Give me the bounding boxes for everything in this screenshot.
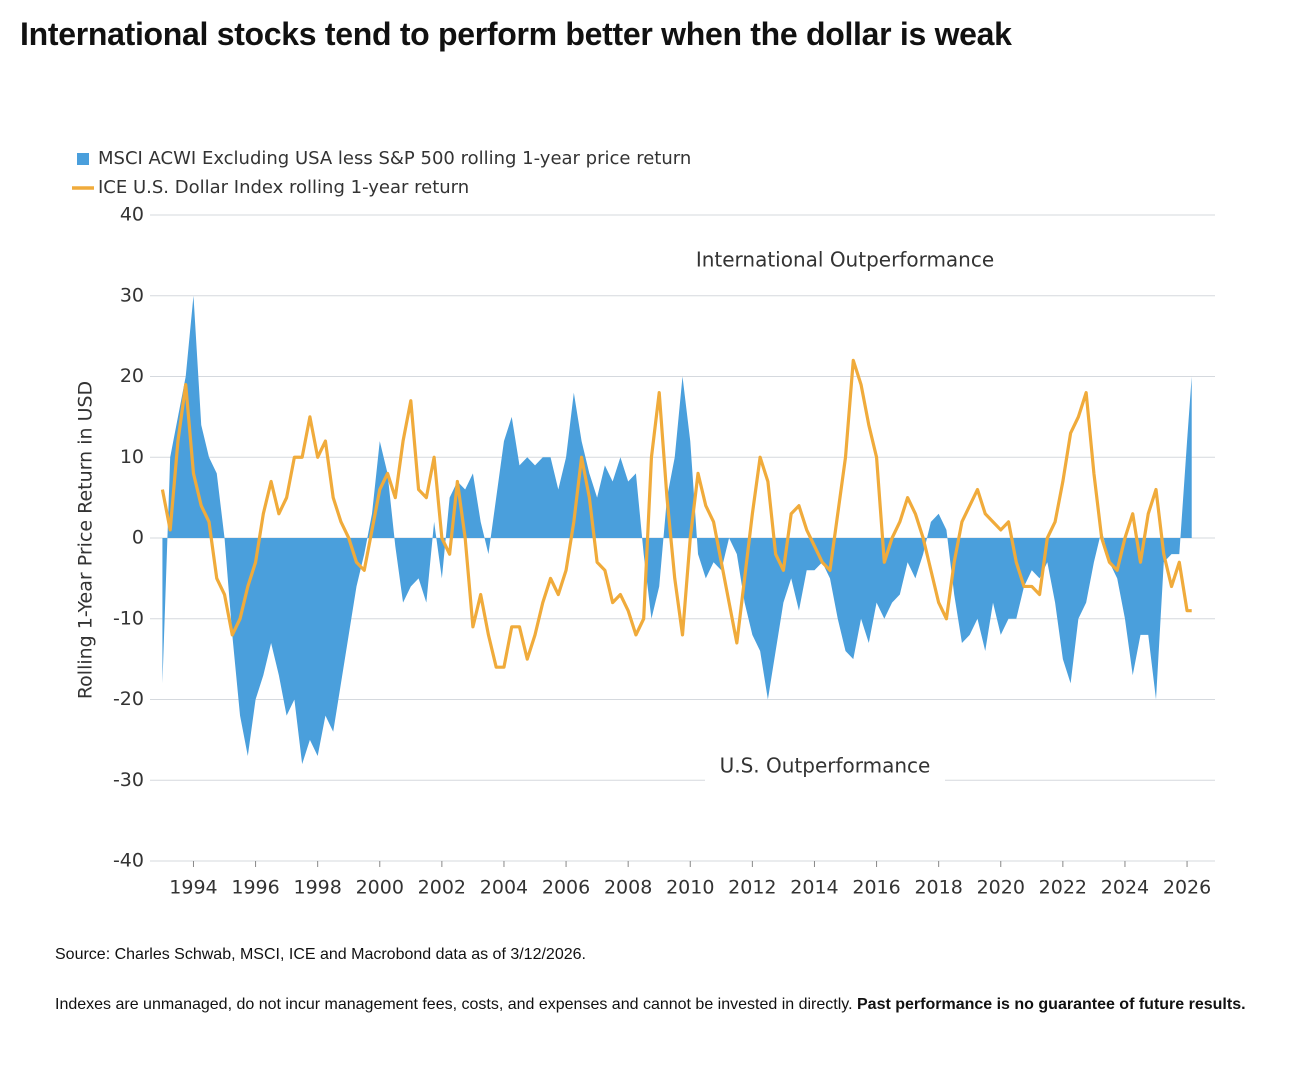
disclaimer-bold: Past performance is no guarantee of futu…: [857, 996, 1246, 1013]
y-axis-label: Rolling 1-Year Price Return in USD: [75, 381, 97, 699]
x-tick-label: 2016: [852, 877, 900, 899]
y-tick-label: -10: [113, 607, 144, 629]
x-tick-label: 2006: [542, 877, 590, 899]
y-tick-label: 0: [132, 527, 144, 549]
annotation: International Outperformance: [696, 248, 994, 272]
y-tick-label: 10: [120, 446, 144, 468]
legend-swatch: [77, 153, 89, 165]
x-tick-label: 2018: [914, 877, 962, 899]
x-tick-label: 1994: [169, 877, 217, 899]
x-tick-label: 2000: [356, 877, 404, 899]
y-tick-label: -20: [113, 688, 144, 710]
source-note: Source: Charles Schwab, MSCI, ICE and Ma…: [55, 946, 586, 963]
x-tick-label: 1996: [231, 877, 279, 899]
y-tick-label: 30: [120, 284, 144, 306]
x-tick-label: 2022: [1039, 877, 1087, 899]
x-tick-label: 2014: [790, 877, 838, 899]
x-tick-label: 2004: [480, 877, 528, 899]
x-tick-label: 2012: [728, 877, 776, 899]
y-tick-label: -40: [113, 850, 144, 872]
page-title: International stocks tend to perform bet…: [20, 16, 1012, 52]
area-series: [162, 295, 1192, 765]
annotation-bg: [705, 751, 945, 783]
x-tick-label: 2008: [604, 877, 652, 899]
x-tick-label: 2020: [977, 877, 1025, 899]
x-tick-label: 1998: [293, 877, 341, 899]
legend-label: ICE U.S. Dollar Index rolling 1-year ret…: [98, 177, 469, 198]
y-tick-label: 20: [120, 365, 144, 387]
x-tick-label: 2010: [666, 877, 714, 899]
x-tick-label: 2024: [1101, 877, 1149, 899]
disclaimer-text: Indexes are unmanaged, do not incur mana…: [55, 996, 853, 1013]
disclaimer: Indexes are unmanaged, do not incur mana…: [55, 992, 1255, 1017]
y-tick-label: -30: [113, 769, 144, 791]
y-tick-label: 40: [120, 204, 144, 226]
annotation: U.S. Outperformance: [720, 754, 931, 778]
x-tick-label: 2002: [418, 877, 466, 899]
chart: -40 -30 -20 -10 0 10 20 30 40 1994 1996 1998 2000 200…: [72, 148, 1215, 899]
line-series: [160, 358, 1192, 669]
x-tick-label: 2026: [1163, 877, 1211, 899]
legend-label: MSCI ACWI Excluding USA less S&P 500 rol…: [98, 148, 691, 169]
